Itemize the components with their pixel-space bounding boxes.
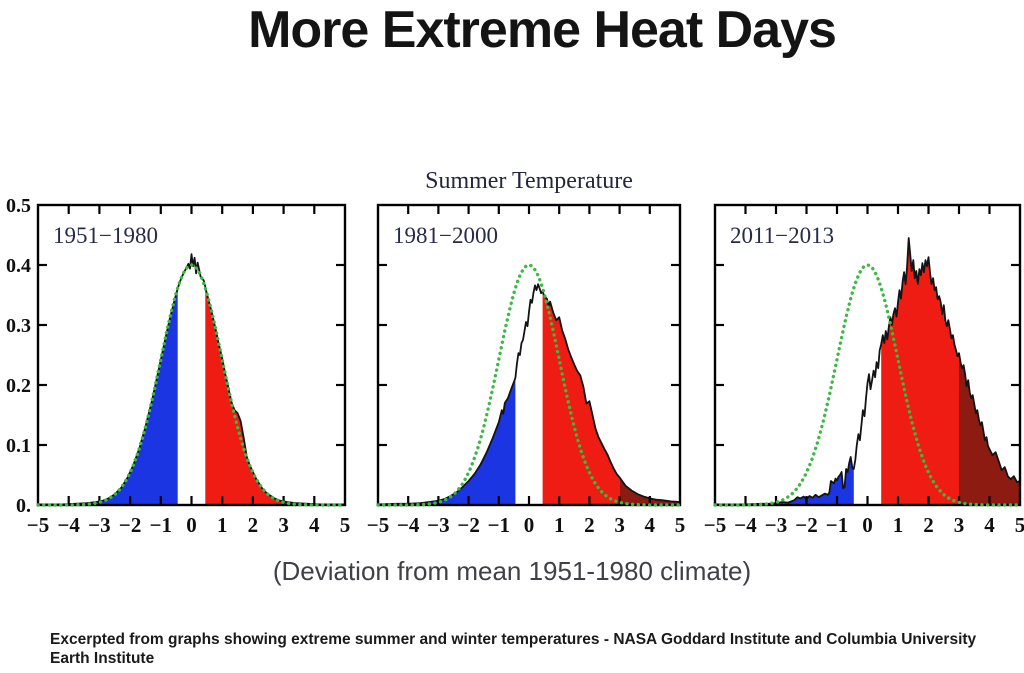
x-tick-label: −1 — [488, 513, 510, 537]
y-tick-label: 0.1 — [6, 435, 31, 457]
x-tick-label: 0 — [186, 513, 197, 537]
x-tick-label: −4 — [397, 513, 420, 537]
x-tick-label: −4 — [734, 513, 757, 537]
x-tick-label: 5 — [675, 513, 686, 537]
x-tick-label: −2 — [457, 513, 479, 537]
hot-area — [881, 238, 959, 505]
x-tick-label: 2 — [584, 513, 595, 537]
distribution-outline — [715, 237, 1021, 506]
x-tick-label: 1 — [893, 513, 904, 537]
x-tick-label: −5 — [367, 513, 389, 537]
x-tick-label: 5 — [340, 513, 351, 537]
cold-area — [378, 377, 516, 505]
plot-frame — [376, 203, 682, 507]
y-tick-label: 0.3 — [6, 315, 31, 337]
x-tick-label: −2 — [795, 513, 817, 537]
x-tick-label: 3 — [614, 513, 625, 537]
x-tick-label: 3 — [278, 513, 289, 537]
cold-area — [715, 457, 854, 505]
y-tick-label: 0.4 — [6, 255, 31, 277]
reference-curve — [376, 263, 682, 507]
x-tick-label: −5 — [27, 513, 49, 537]
chart-panel-2: −5 −4 −3 −2 −1 0 1 2 3 4 5 1981−2000 — [367, 203, 686, 537]
y-tick-label: 0. — [16, 495, 31, 517]
temperature-distribution-charts: −5 −4 −3 −2 −1 0 1 2 3 4 50.0.10.20.30.40.51951−19… — [6, 195, 1024, 537]
x-tick-label: 1 — [554, 513, 565, 537]
y-tick-label: 0.2 — [6, 375, 31, 397]
x-tick-label: 4 — [645, 513, 656, 537]
x-tick-label: 0 — [862, 513, 873, 537]
extreme-hot-area — [959, 353, 1020, 505]
x-tick-label: −3 — [427, 513, 449, 537]
x-tick-label: −5 — [704, 513, 726, 537]
x-tick-label: 2 — [248, 513, 259, 537]
source-caption: Excerpted from graphs showing extreme su… — [50, 631, 977, 668]
x-tick-label: −2 — [119, 513, 141, 537]
chart-panel-1: −5 −4 −3 −2 −1 0 1 2 3 4 5 0. 0.1 0.2 0.3 0.4 0.5 1951−19… — [6, 195, 350, 537]
hot-area — [542, 291, 620, 505]
x-tick-label: −3 — [765, 513, 787, 537]
x-tick-label: 1 — [217, 513, 228, 537]
panel-period-label: 1981−2000 — [393, 223, 498, 248]
hot-area — [205, 287, 284, 505]
reference-curve — [36, 263, 347, 507]
chart-panel-3: −5 −4 −3 −2 −1 0 1 2 3 4 5 2011−2013 — [704, 203, 1024, 537]
x-tick-label: −1 — [150, 513, 172, 537]
extreme-hot-area — [619, 477, 680, 505]
plot-frame — [36, 203, 347, 507]
page-title: More Extreme Heat Days — [248, 1, 837, 59]
x-tick-label: −1 — [826, 513, 848, 537]
x-tick-label: 4 — [309, 513, 320, 537]
x-tick-label: 0 — [524, 513, 535, 537]
x-tick-label: 4 — [984, 513, 995, 537]
x-tick-label: −4 — [57, 513, 80, 537]
chart-suptitle: Summer Temperature — [425, 168, 633, 194]
distribution-outline — [377, 283, 681, 506]
distribution-outline — [38, 253, 345, 506]
panel-period-label: 2011−2013 — [730, 223, 834, 248]
x-tick-label: −3 — [88, 513, 110, 537]
x-tick-label: 3 — [954, 513, 965, 537]
y-tick-label: 0.5 — [6, 195, 31, 217]
reference-curve — [713, 263, 1022, 507]
x-tick-label: 5 — [1015, 513, 1024, 537]
cold-area — [38, 288, 178, 505]
x-tick-label: 2 — [923, 513, 934, 537]
panel-period-label: 1951−1980 — [53, 223, 158, 248]
x-axis-caption: (Deviation from mean 1951-1980 climate) — [272, 556, 752, 586]
